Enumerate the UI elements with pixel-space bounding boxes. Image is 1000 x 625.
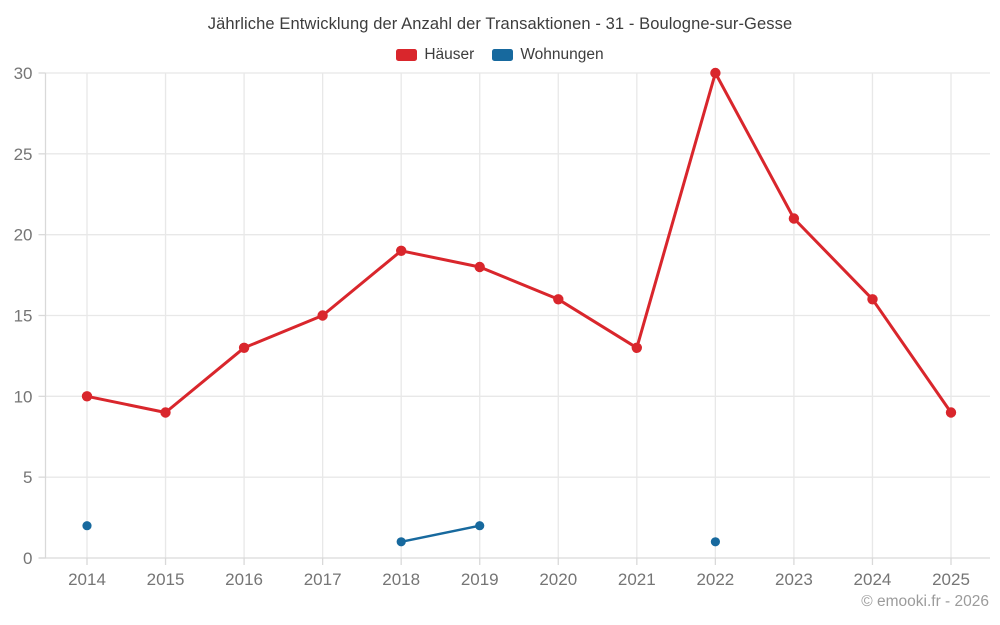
x-tick-label: 2015 <box>147 570 185 589</box>
x-tick-label: 2021 <box>618 570 656 589</box>
data-point <box>475 521 485 531</box>
data-point <box>160 407 171 418</box>
data-point <box>317 310 328 321</box>
x-tick-label: 2024 <box>854 570 892 589</box>
data-point <box>631 342 642 353</box>
x-tick-label: 2023 <box>775 570 813 589</box>
data-point <box>396 537 406 547</box>
legend-swatch <box>492 49 514 61</box>
x-tick-label: 2025 <box>932 570 970 589</box>
copyright-watermark: © emooki.fr - 2026 <box>861 593 989 610</box>
data-point <box>82 521 92 531</box>
x-tick-label: 2020 <box>539 570 577 589</box>
legend-item-0[interactable]: Häuser <box>396 46 474 64</box>
data-point <box>81 391 93 402</box>
y-tick-label: 15 <box>14 307 33 326</box>
data-point <box>396 245 407 256</box>
data-point <box>474 261 485 273</box>
data-point <box>710 537 721 547</box>
data-point <box>867 294 878 305</box>
x-tick-label: 2017 <box>304 570 342 589</box>
data-point <box>710 67 721 79</box>
x-tick-label: 2019 <box>461 570 499 589</box>
chart-legend: Häuser Wohnungen <box>0 46 1000 64</box>
x-tick-label: 2016 <box>225 570 263 589</box>
y-tick-label: 30 <box>14 64 33 83</box>
series-line-0 <box>85 71 953 414</box>
x-tick-label: 2014 <box>68 570 106 589</box>
data-point <box>238 342 250 353</box>
legend-swatch <box>396 49 418 61</box>
legend-label: Wohnungen <box>520 46 604 63</box>
chart-title: Jährliche Entwicklung der Anzahl der Tra… <box>207 15 793 33</box>
y-tick-label: 25 <box>14 145 33 164</box>
legend-label: Häuser <box>424 46 475 63</box>
data-point <box>553 294 564 305</box>
data-point <box>788 213 800 224</box>
data-point <box>945 407 957 418</box>
x-tick-label: 2022 <box>696 570 734 589</box>
x-tick-label: 2018 <box>382 570 420 589</box>
y-tick-label: 5 <box>23 468 32 487</box>
y-tick-label: 20 <box>14 226 33 245</box>
y-tick-label: 10 <box>14 387 33 406</box>
y-tick-label: 0 <box>23 549 32 568</box>
legend-item-1[interactable]: Wohnungen <box>492 46 604 64</box>
